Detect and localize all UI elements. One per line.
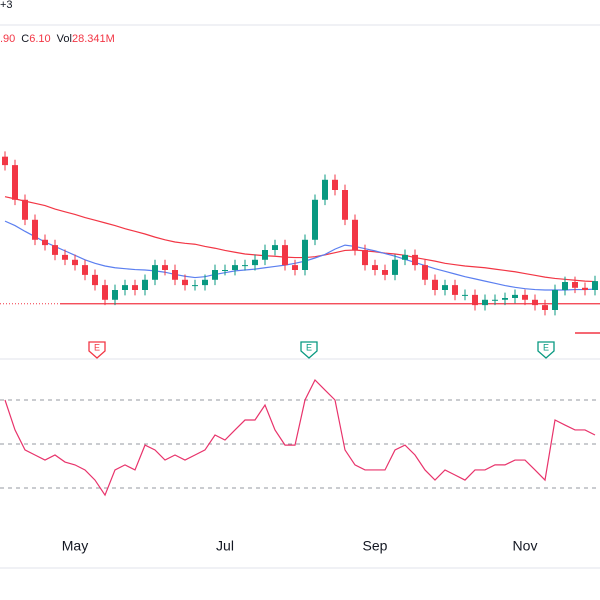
candle-body — [72, 259, 78, 266]
legend: .90 C 6.10 Vol 28.341M — [0, 33, 115, 45]
candle-body — [472, 294, 478, 306]
candle-body — [182, 279, 188, 286]
candle-body — [442, 285, 448, 290]
earnings-marker — [300, 341, 318, 359]
candle-body — [172, 270, 178, 280]
x-tick-label: Nov — [513, 538, 538, 554]
candle-body — [152, 265, 158, 280]
candle-body — [282, 245, 288, 266]
candle-body — [32, 219, 38, 240]
candle-body — [392, 259, 398, 275]
candle-body — [22, 199, 28, 220]
moving-average — [4, 220, 596, 291]
candle-body — [302, 239, 308, 270]
candle-body — [92, 274, 98, 286]
candle-body — [332, 179, 338, 190]
candle-body — [532, 299, 538, 306]
earnings-label: E — [94, 342, 100, 352]
earnings-marker — [88, 341, 106, 359]
candle-body — [562, 282, 568, 290]
candle-body — [322, 179, 328, 200]
candle-body — [122, 285, 128, 290]
candle-body — [112, 290, 118, 300]
candle-body — [272, 245, 278, 250]
candle-body — [412, 254, 418, 266]
candle-body — [362, 250, 368, 266]
candle-body — [232, 265, 238, 270]
candle-body — [382, 270, 388, 275]
x-tick-label: Sep — [363, 538, 388, 554]
candle-body — [462, 294, 468, 296]
candle-body — [62, 254, 68, 260]
legend-value: 6.10 — [29, 33, 50, 45]
candle-body — [212, 270, 218, 280]
candle-body — [482, 299, 488, 306]
candle-body — [552, 290, 558, 310]
candle-body — [422, 265, 428, 280]
candle-body — [342, 190, 348, 220]
symbol-text: +3 — [0, 0, 13, 11]
x-tick-label: May — [62, 538, 88, 554]
candle-body — [252, 259, 258, 266]
earnings-marker — [537, 341, 555, 359]
legend-value: 28.341M — [72, 33, 115, 45]
candle-body — [52, 245, 58, 255]
candle-body — [142, 279, 148, 290]
x-tick-label: Jul — [216, 538, 234, 554]
candle-body — [162, 265, 168, 270]
legend-label: C — [21, 33, 29, 45]
candle-body — [512, 294, 518, 298]
candle-body — [12, 165, 18, 200]
candle-body — [202, 279, 208, 286]
candle-body — [132, 285, 138, 290]
candle-body — [522, 294, 528, 300]
earnings-label: E — [543, 342, 549, 352]
candle-body — [192, 285, 198, 287]
legend-value: .90 — [0, 33, 15, 45]
candle-body — [2, 156, 8, 166]
candle-body — [592, 281, 598, 290]
candle-body — [312, 199, 318, 240]
candle-body — [82, 265, 88, 275]
rsi-line — [4, 378, 596, 497]
candle-body — [222, 270, 228, 271]
candle-body — [352, 219, 358, 250]
moving-average — [4, 196, 596, 283]
candle-body — [242, 265, 248, 267]
candle-body — [502, 298, 508, 300]
candle-body — [292, 265, 298, 270]
candle-body — [42, 239, 48, 246]
earnings-label: E — [306, 342, 312, 352]
candle-body — [492, 299, 498, 301]
candle-body — [542, 305, 548, 310]
candle-body — [432, 279, 438, 290]
candle-body — [102, 285, 108, 300]
candle-body — [372, 265, 378, 270]
candle-body — [262, 250, 268, 260]
candle-body — [582, 287, 588, 290]
candle-body — [452, 285, 458, 295]
candle-body — [402, 254, 408, 260]
legend-label: Vol — [57, 33, 72, 45]
candle-body — [572, 282, 578, 288]
